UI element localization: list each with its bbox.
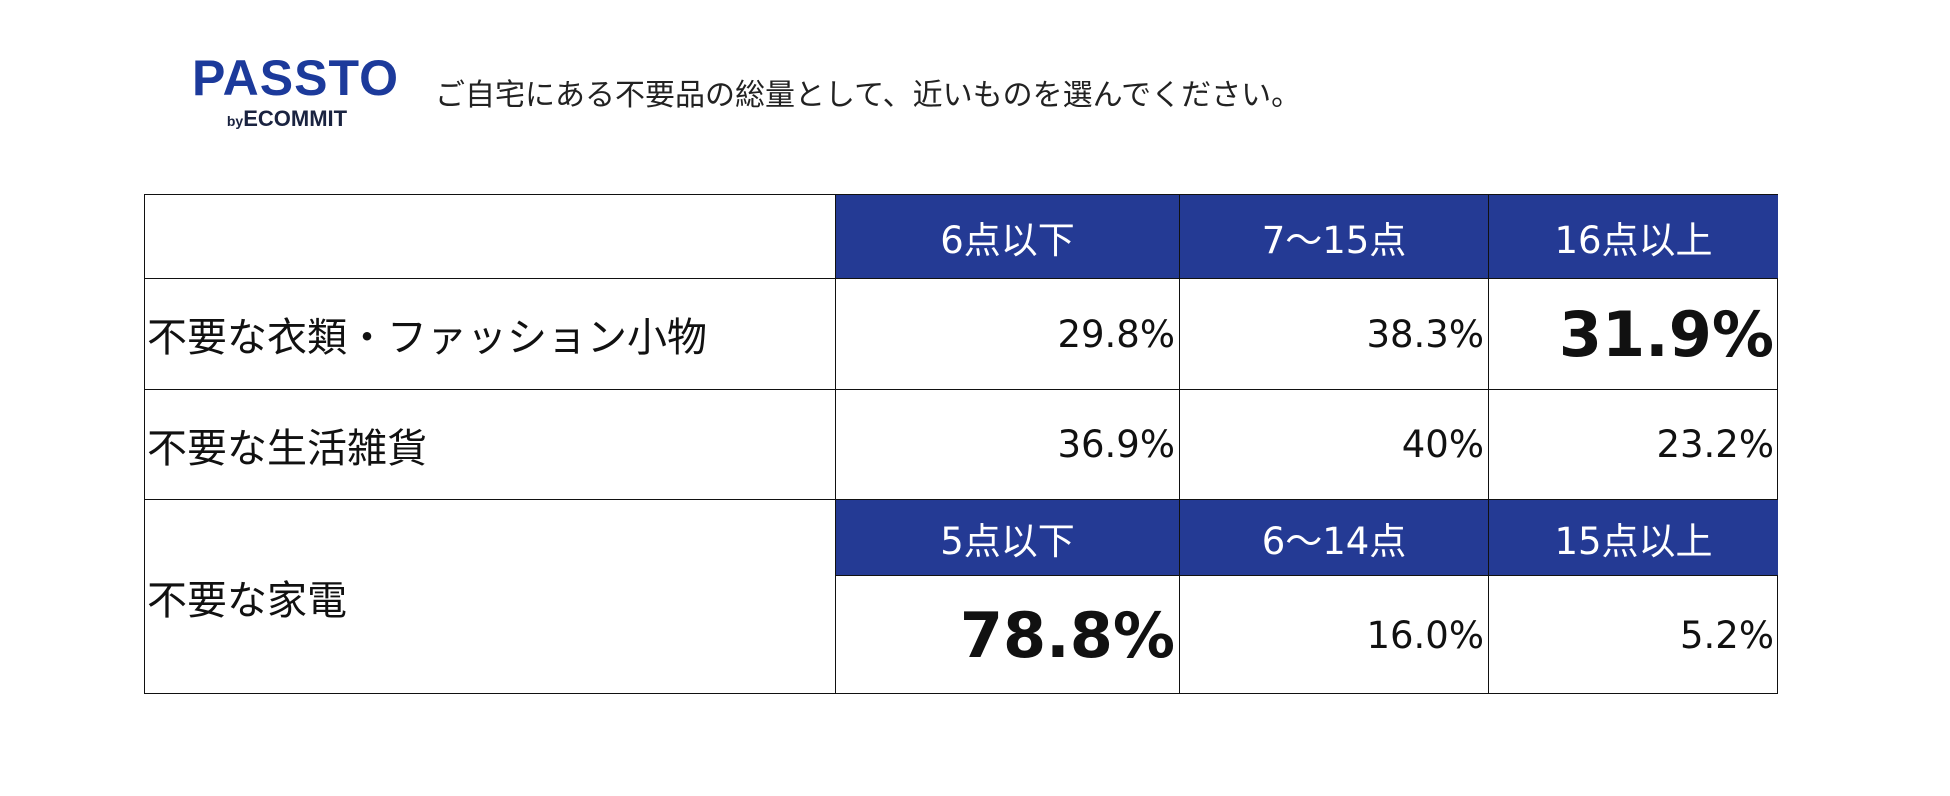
value-cell: 31.9%: [1488, 278, 1778, 389]
value-cell: 23.2%: [1488, 389, 1778, 499]
header-cell: 6点以下: [835, 194, 1179, 278]
row-label: 不要な衣類・ファッション小物: [144, 278, 835, 389]
value-cell: 78.8%: [835, 575, 1179, 694]
logo-company: ECOMMIT: [243, 106, 348, 131]
header-cell: 6〜14点: [1179, 499, 1488, 575]
value-cell: 38.3%: [1179, 278, 1488, 389]
header-cell: 15点以上: [1488, 499, 1778, 575]
row-label: 不要な生活雑貨: [144, 389, 835, 499]
value-cell: 29.8%: [835, 278, 1179, 389]
header-cell: 16点以上: [1488, 194, 1778, 278]
value-cell: 36.9%: [835, 389, 1179, 499]
empty-cell: [144, 194, 835, 278]
logo-sub: byECOMMIT: [192, 106, 382, 134]
logo-by: by: [226, 113, 244, 129]
row-label: 不要な家電: [144, 499, 835, 694]
value-cell: 40%: [1179, 389, 1488, 499]
table: [144, 194, 1778, 694]
question: ご自宅にある不要品の総量として、近いものを選んでください。: [435, 78, 1302, 113]
header-cell: 7〜15点: [1179, 194, 1488, 278]
logo-name: PASSTO: [192, 50, 399, 106]
value-cell: 16.0%: [1179, 575, 1488, 694]
value-cell: 5.2%: [1488, 575, 1778, 694]
header-cell: 5点以下: [835, 499, 1179, 575]
logo: PASSTO byECOMMIT: [192, 50, 399, 134]
